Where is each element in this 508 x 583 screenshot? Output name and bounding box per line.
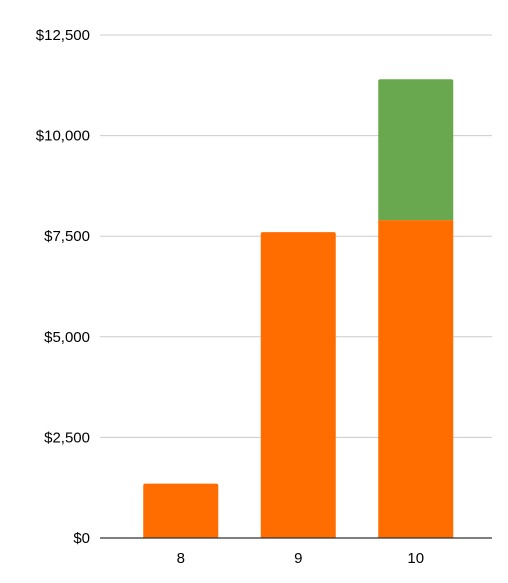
y-tick-label: $5,000 (44, 329, 90, 346)
x-tick-label: 10 (407, 550, 424, 567)
y-tick-label: $12,500 (36, 27, 90, 44)
y-tick-label: $7,500 (44, 228, 90, 245)
bar-10-series-2 (378, 79, 454, 221)
x-tick-label: 9 (294, 550, 302, 567)
y-tick-label: $2,500 (44, 429, 90, 446)
y-axis-tick-labels: $0 $2,500 $5,000 $7,500 $10,000 $12,500 (36, 27, 90, 547)
bar-9-series-1 (260, 232, 336, 538)
bar-8-series-1 (143, 483, 219, 538)
bar-10-series-1 (378, 220, 454, 538)
x-axis-tick-labels: 8 9 10 (177, 550, 425, 567)
bars (143, 79, 454, 538)
y-tick-label: $0 (73, 530, 90, 547)
y-tick-label: $10,000 (36, 128, 90, 145)
x-tick-label: 8 (177, 550, 185, 567)
